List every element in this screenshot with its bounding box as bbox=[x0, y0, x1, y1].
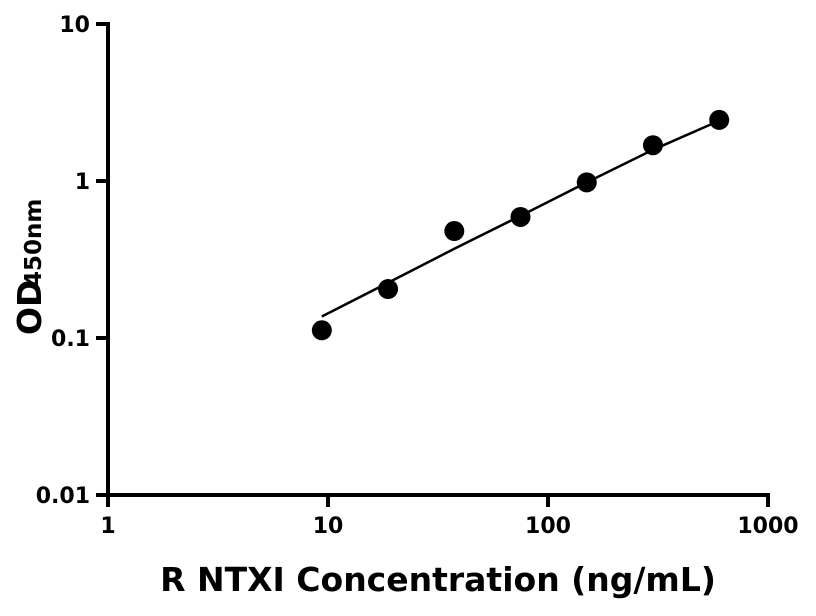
y-tick-label: 10 bbox=[59, 13, 90, 38]
axes bbox=[106, 22, 770, 497]
data-point bbox=[311, 320, 332, 341]
data-point bbox=[576, 172, 597, 193]
x-tick-label: 1 bbox=[100, 514, 115, 539]
data-point bbox=[378, 279, 399, 300]
x-tick-label: 10 bbox=[313, 514, 344, 539]
y-axis-label-sub: 450nm bbox=[21, 199, 47, 287]
y-axis-label: OD 450nm bbox=[10, 199, 49, 335]
y-axis-label-main: OD bbox=[10, 280, 49, 335]
x-tick-label: 100 bbox=[525, 514, 571, 539]
y-tick-label: 0.01 bbox=[36, 484, 90, 509]
x-axis-label: R NTXI Concentration (ng/mL) bbox=[160, 560, 716, 599]
y-tick-label: 1 bbox=[75, 170, 90, 195]
x-tick-label: 1000 bbox=[737, 514, 798, 539]
ticks: 1 10 100 1000 0.01 0.1 1 10 bbox=[36, 13, 799, 539]
marks bbox=[311, 109, 730, 341]
data-point bbox=[510, 206, 531, 227]
data-point bbox=[642, 135, 663, 156]
data-point bbox=[444, 221, 465, 242]
y-tick-label: 0.1 bbox=[51, 327, 90, 352]
data-point bbox=[709, 109, 730, 130]
